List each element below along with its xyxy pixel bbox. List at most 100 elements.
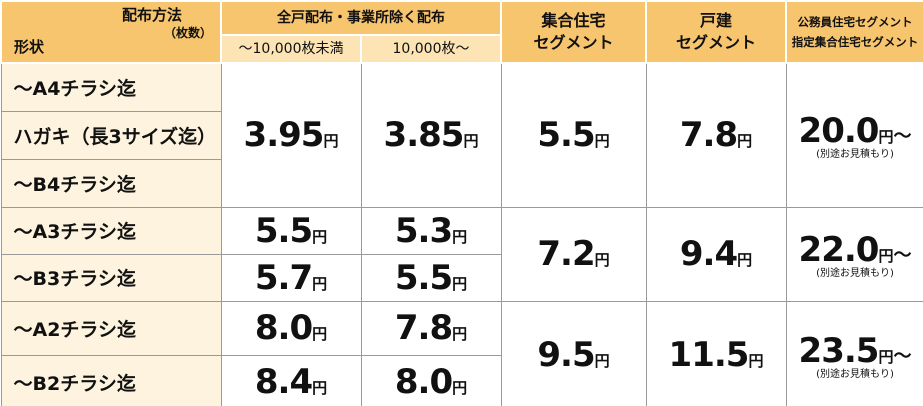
corner-header: 配布方法 （枚数） 形状 [0, 0, 222, 64]
shape-label: 形状 [14, 38, 45, 56]
price-cell: 7.2円 [500, 206, 647, 302]
price-value: 5.7 [254, 257, 313, 298]
price-value: 3.95 [243, 115, 325, 156]
price-value: 7.8 [394, 308, 453, 348]
price-note: (別途お見積もり) [816, 148, 894, 160]
price-value: 9.5 [537, 335, 595, 375]
header-line: セグメント [675, 33, 756, 52]
price-value: 20.0 [798, 110, 880, 151]
price-cell: 7.8円 [645, 62, 787, 208]
shape-cell: ～B4チラシ迄 [0, 158, 222, 208]
price-unit: 円 [878, 347, 894, 366]
price-cell: 22.0円～ (別途お見積もり) [785, 206, 923, 302]
price-unit: 円 [452, 274, 468, 293]
price-unit: 円 [312, 325, 328, 343]
price-cell: 5.5円 [360, 253, 502, 302]
price-value: 5.5 [537, 115, 595, 156]
price-suffix: ～ [893, 125, 912, 147]
price-line: 3.95円 [222, 115, 361, 155]
price-unit: 円 [594, 132, 610, 151]
price-note: (別途お見積もり) [816, 368, 894, 380]
price-unit: 円 [452, 227, 468, 246]
price-cell: 5.5円 [220, 206, 362, 255]
price-line: 8.0円 [362, 362, 501, 402]
price-value: 5.5 [254, 210, 313, 251]
table-row: ～B2チラシ迄 8.4円 8.0円 [0, 354, 923, 406]
table-row: ～B3チラシ迄 5.7円 5.5円 [0, 253, 923, 302]
shape-cell: ～B2チラシ迄 [0, 354, 222, 406]
header-line: 集合住宅 [541, 11, 606, 30]
price-cell: 7.8円 [360, 300, 502, 356]
house-header: 戸建 セグメント [645, 0, 787, 64]
header-line: 公務員住宅セグメント [797, 15, 913, 29]
shape-cell: ～A2チラシ迄 [0, 300, 222, 356]
price-cell: 9.4円 [645, 206, 787, 302]
price-cell: 23.5円～ (別途お見積もり) [785, 300, 923, 406]
method-label: 配布方法 [121, 6, 182, 24]
under-header: ～10,000枚未満 [220, 34, 362, 64]
price-line: 9.4円 [647, 234, 786, 274]
price-line: 7.8円 [647, 115, 786, 155]
price-cell: 8.0円 [220, 300, 362, 356]
price-value: 8.0 [254, 308, 313, 348]
table-row: ～A4チラシ迄 3.95円 3.85円 5.5円 7.8円 20.0円～ (別途お見積もり) [0, 62, 923, 208]
all-header: 全戸配布・事業所除く配布 [220, 0, 502, 36]
price-cell: 3.95円 [220, 62, 362, 208]
price-line: 8.0円 [222, 308, 361, 348]
price-unit: 円 [312, 379, 328, 397]
price-line: 5.5円 [362, 258, 501, 298]
price-cell: 20.0円～ (別途お見積もり) [785, 62, 923, 208]
price-line: 9.5円 [502, 335, 646, 375]
price-unit: 円 [878, 246, 894, 265]
price-line: 5.5円 [502, 115, 646, 155]
price-value: 11.5 [668, 335, 750, 375]
price-value: 23.5 [798, 330, 880, 371]
price-cell: 3.85円 [360, 62, 502, 208]
price-value: 7.2 [537, 234, 595, 274]
header-line: セグメント [533, 33, 614, 52]
price-unit: 円 [312, 274, 328, 293]
table-row: ～B4チラシ迄 [0, 158, 923, 208]
price-value: 5.5 [394, 257, 453, 298]
price-value: 3.85 [383, 115, 465, 156]
price-unit: 円 [594, 352, 610, 370]
public-header: 公務員住宅セグメント 指定集合住宅セグメント [785, 0, 923, 64]
price-line: 11.5円 [647, 335, 786, 375]
price-value: 9.4 [679, 234, 738, 274]
table-row: ハガキ（長3サイズ迄） [0, 110, 923, 160]
price-cell: 5.5円 [500, 62, 647, 208]
header-line: 指定集合住宅セグメント [791, 35, 919, 49]
table-row: ～A3チラシ迄 5.5円 5.3円 7.2円 9.4円 22.0円～ (別途お見積もり) [0, 206, 923, 302]
price-cell: 5.7円 [220, 253, 362, 302]
price-cell: 8.0円 [360, 354, 502, 406]
price-cell: 8.4円 [220, 354, 362, 406]
apartment-header: 集合住宅 セグメント [500, 0, 647, 64]
shape-cell: ～A3チラシ迄 [0, 206, 222, 255]
price-value: 5.3 [394, 210, 453, 251]
price-cell: 9.5円 [500, 300, 647, 406]
shape-cell: ～B3チラシ迄 [0, 253, 222, 302]
price-unit: 円 [594, 251, 610, 269]
price-value: 8.0 [394, 362, 453, 402]
price-line: 23.5円～ [787, 331, 923, 371]
shape-cell: ハガキ（長3サイズ迄） [0, 110, 222, 160]
price-unit: 円 [312, 227, 328, 246]
shape-cell: ～A4チラシ迄 [0, 62, 222, 112]
price-line: 5.7円 [222, 258, 361, 298]
price-line: 8.4円 [222, 362, 361, 402]
table-body: ～A4チラシ迄 3.95円 3.85円 5.5円 7.8円 20.0円～ (別途お見積もり)… [0, 62, 923, 406]
price-unit: 円 [452, 325, 468, 343]
price-line: 3.85円 [362, 115, 501, 155]
count-label: （枚数） [163, 26, 212, 40]
price-line: 20.0円～ [787, 111, 923, 151]
price-unit: 円 [323, 132, 339, 151]
price-unit: 円 [737, 251, 753, 269]
price-note: (別途お見積もり) [816, 267, 894, 279]
price-value: 22.0 [798, 229, 880, 270]
price-value: 7.8 [679, 115, 738, 156]
price-unit: 円 [748, 352, 764, 370]
price-line: 5.5円 [222, 211, 361, 251]
price-line: 5.3円 [362, 211, 501, 251]
